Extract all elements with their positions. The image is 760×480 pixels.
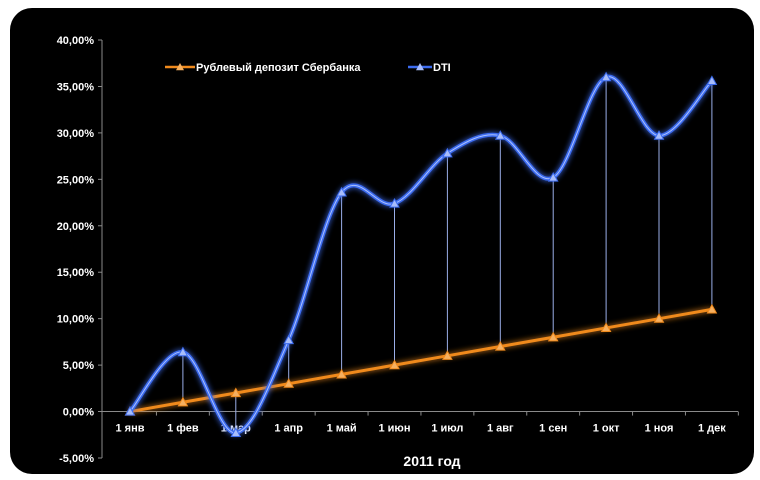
x-tick-label: 1 сен [539,423,567,435]
legend-label-dti: DTI [433,62,451,74]
x-tick-label: 1 окт [593,423,620,435]
x-tick-label: 1 авг [487,423,514,435]
point-dti [442,147,453,158]
x-tick-label: 1 дек [698,423,726,435]
series-line-dti-highlight [129,76,713,434]
point-deposit [336,368,347,379]
x-tick-label: 1 июн [379,423,411,435]
point-dti [336,186,347,197]
point-dti [547,171,559,182]
point-dti [494,130,506,140]
point-deposit [389,359,400,370]
axes: -5,00% 0,00% 5,00% 10,00% 15,00% 20,00% 25,00%… [57,35,739,465]
point-dti [177,346,189,357]
x-tick-label: 1 июл [431,423,463,435]
y-tick-label: 35,00% [57,81,95,93]
y-tick-label: 25,00% [57,174,95,186]
x-tick-label: 1 ноя [645,423,674,435]
x-tick-label: 1 фев [167,423,199,435]
point-dti [283,334,295,345]
line-chart: -5,00% 0,00% 5,00% 10,00% 15,00% 20,00% 25,00%… [57,35,739,469]
legend: Рублевый депозит Сбербанка DTI [165,62,451,74]
drop-lines [182,77,713,433]
x-tick-label: 1 май [327,423,357,435]
point-dti [389,197,400,208]
legend-marker-deposit [176,63,184,71]
y-tick-label: 15,00% [57,267,95,279]
series-line-deposit [129,307,713,414]
series [124,71,718,438]
y-tick-label: 30,00% [57,128,95,140]
point-deposit [177,396,189,407]
legend-marker-dti [416,63,424,71]
legend-label-deposit: Рублевый депозит Сбербанка [196,62,361,74]
point-deposit [442,350,453,360]
chart-frame: -5,00% 0,00% 5,00% 10,00% 15,00% 20,00% 25,00%… [10,8,754,474]
point-deposit [547,331,559,342]
point-deposit [600,322,612,333]
x-tick-label: 1 апр [274,423,303,435]
point-deposit [706,303,718,314]
point-dti [600,71,612,82]
point-deposit [230,387,242,398]
point-dti [124,406,136,416]
point-deposit [494,341,506,351]
y-tick-label: 40,00% [57,35,95,47]
point-dti [653,130,665,140]
y-tick-label: 10,00% [57,314,95,326]
point-dti [706,75,718,85]
point-deposit [653,313,665,323]
y-tick-label: -5,00% [59,453,94,465]
point-dti [230,427,242,438]
x-axis-title: 2011 год [403,453,460,469]
y-tick-label: 20,00% [57,221,95,233]
x-tick-label: 1 янв [116,423,145,435]
series-line-dti [128,74,714,435]
y-tick-label: 0,00% [63,407,94,419]
y-tick-label: 5,00% [63,360,94,372]
point-deposit [283,378,295,388]
